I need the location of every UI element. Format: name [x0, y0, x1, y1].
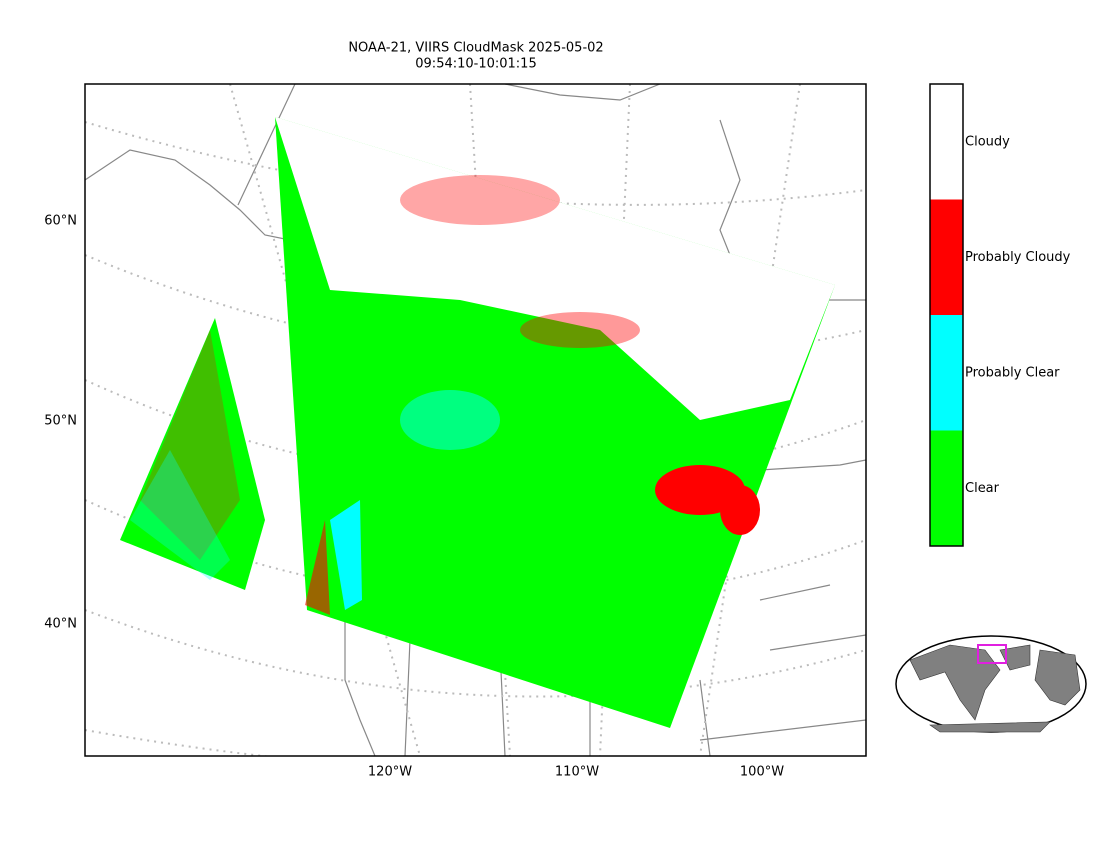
colorbar-segment	[930, 315, 963, 431]
lon-label: 110°W	[555, 765, 599, 780]
lat-label: 40°N	[44, 617, 77, 632]
title-line: 09:54:10-10:01:15	[415, 57, 536, 72]
cloud	[330, 500, 362, 610]
lat-label: 60°N	[44, 214, 77, 229]
lat-labels: 60°N 50°N 40°N	[44, 214, 77, 632]
lon-label: 100°W	[740, 765, 784, 780]
continents	[909, 644, 1081, 733]
cloud	[275, 117, 835, 345]
cloud	[400, 390, 500, 450]
inset-globe	[895, 635, 1087, 733]
cloud	[400, 175, 560, 225]
colorbar: Clear Probably Clear Probably Cloudy Cloudy	[929, 83, 1071, 547]
extent-box	[977, 644, 1007, 664]
colorbar-segment	[930, 430, 963, 546]
lon-labels: 120°W 110°W 100°W	[368, 765, 784, 780]
cloud	[720, 485, 760, 535]
map-frame	[84, 83, 867, 757]
colorbar-label: Probably Clear	[965, 365, 1060, 380]
cloud	[520, 312, 640, 348]
cloud	[130, 450, 230, 580]
colorbar-label: Clear	[965, 481, 1000, 496]
cloud	[305, 520, 330, 615]
lat-label: 50°N	[44, 414, 77, 429]
cloud	[140, 330, 240, 560]
colorbar-segment	[930, 199, 963, 315]
title-line: NOAA-21, VIIRS CloudMask 2025-05-02	[348, 41, 603, 56]
colorbar-label: Probably Cloudy	[965, 250, 1071, 265]
map-area	[85, 84, 866, 756]
lon-label: 120°W	[368, 765, 412, 780]
colorbar-label: Cloudy	[965, 134, 1010, 149]
colorbar-frame	[929, 83, 964, 547]
cloud	[720, 300, 800, 360]
colorbar-segment	[930, 84, 963, 200]
swath	[120, 318, 265, 590]
